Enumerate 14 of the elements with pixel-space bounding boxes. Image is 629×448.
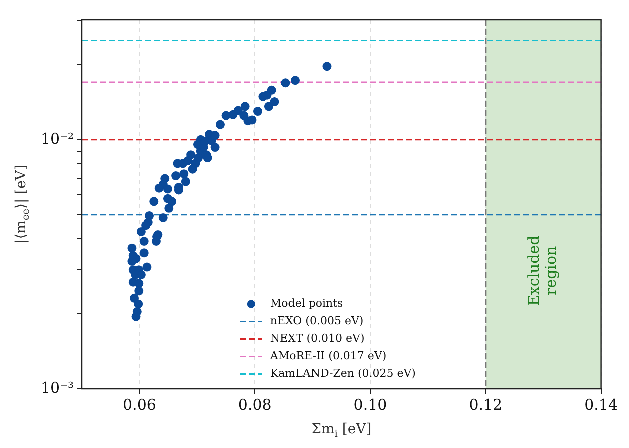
x-tick-label: 0.14	[584, 396, 618, 414]
x-tick-label: 0.10	[354, 396, 388, 414]
y-tick-label: 10⁻³	[40, 378, 74, 397]
x-tick-label: 0.12	[469, 396, 503, 414]
legend-label: KamLAND-Zen (0.025 eV)	[270, 367, 416, 380]
x-tick-label: 0.08	[238, 396, 272, 414]
y-axis-title: |⟨mee⟩| [eV]	[14, 164, 32, 244]
legend-label: NEXT (0.010 eV)	[270, 332, 365, 346]
x-tick-label: 0.06	[123, 396, 156, 414]
y-tick-label: 10⁻²	[40, 130, 74, 148]
band-label: Excluded region	[524, 235, 560, 306]
legend-label: nEXO (0.005 eV)	[270, 314, 364, 328]
legend-label: AMoRE-II (0.017 eV)	[269, 350, 387, 363]
legend-label: Model points	[270, 297, 344, 310]
